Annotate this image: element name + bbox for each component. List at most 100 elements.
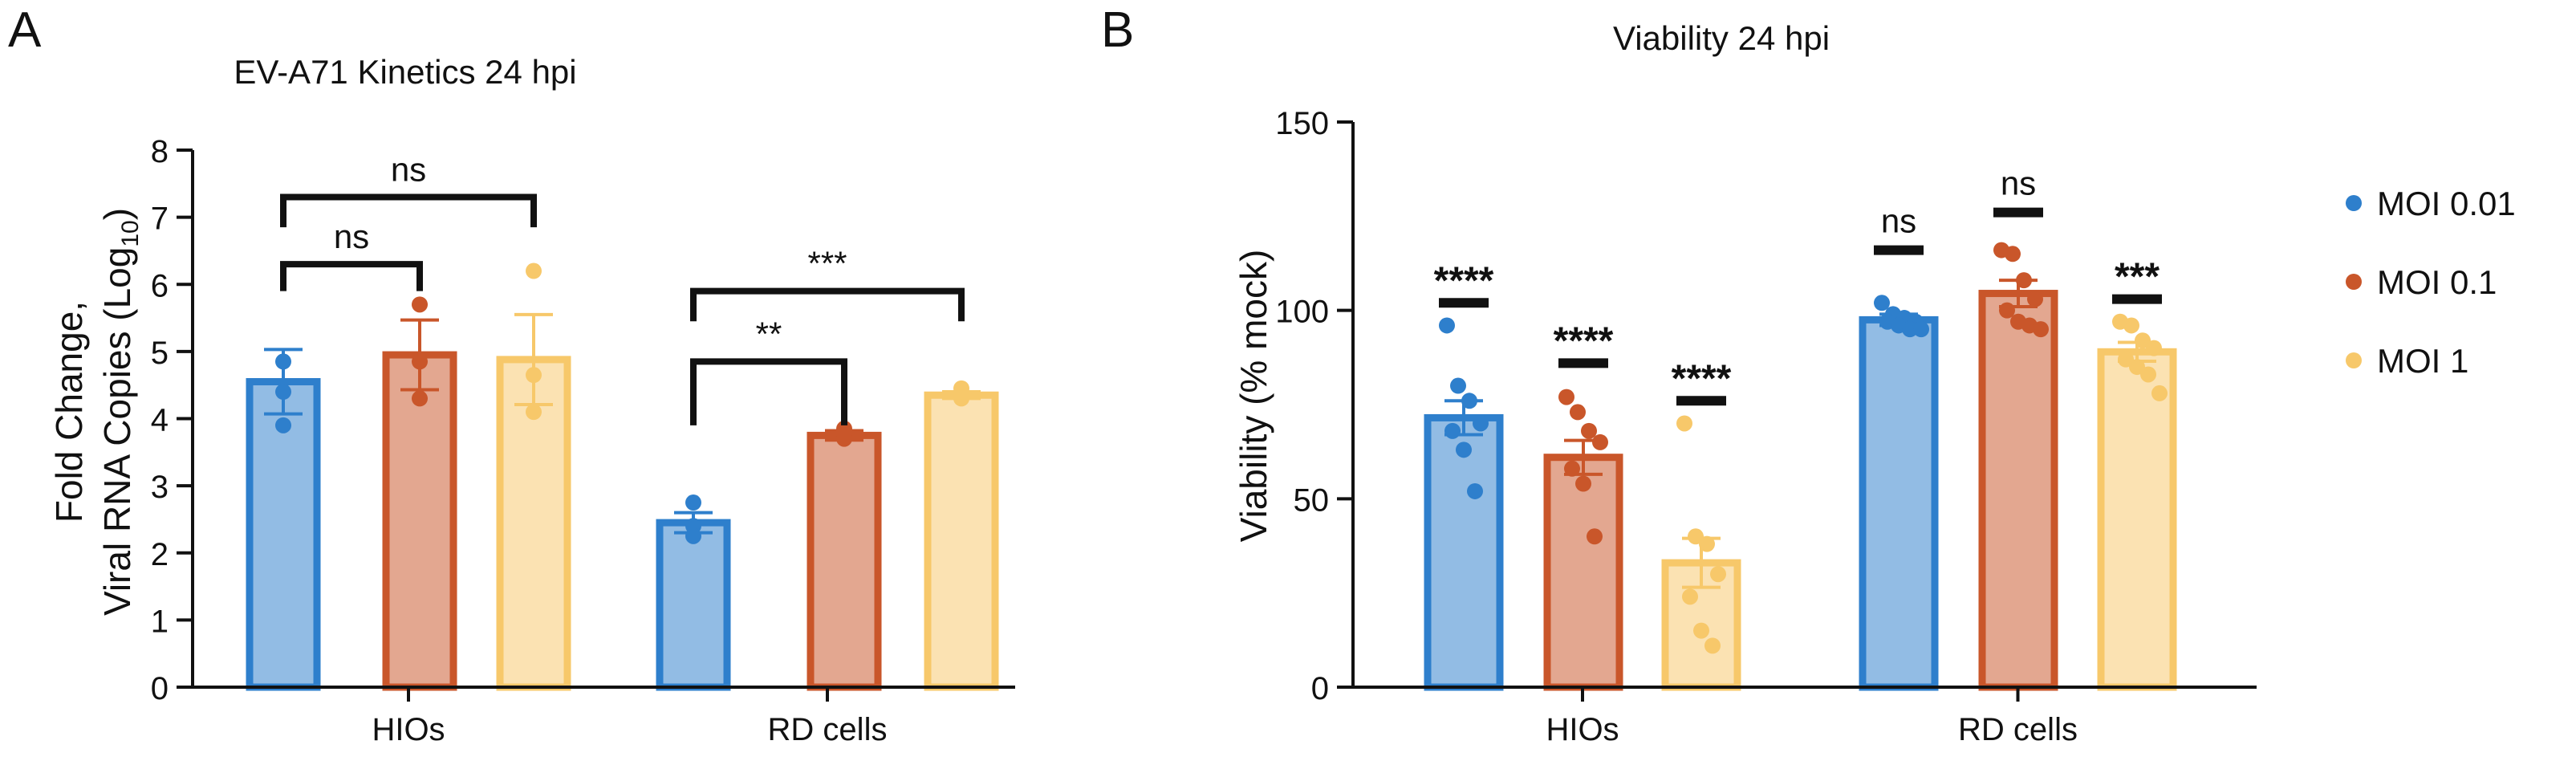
panel-a-data-point [412,390,428,407]
panel-a-ylabel-suffix: ) [96,208,138,220]
panel-b-data-point [1558,389,1574,405]
panel-a-significance-label: ns [391,151,426,189]
panel-a-data-point [526,367,542,384]
panel-b-data-point [1682,588,1698,605]
panel-a-significance-label: ** [756,315,782,352]
panel-b-data-point [1461,393,1477,409]
panel-a-y-tick-label: 7 [151,201,169,237]
panel-a-data-point [953,390,969,407]
panel-a-y-tick-label: 4 [151,403,169,438]
legend-label: MOI 0.01 [2377,185,2516,222]
panel-b-data-point [1693,622,1709,639]
panel-a-title: EV-A71 Kinetics 24 hpi [234,53,576,91]
panel-b-data-point [1913,321,1929,338]
panel-b-data-point [2118,351,2134,368]
panel-a-significance-label: *** [807,245,847,283]
panel-a-letter: A [8,2,42,58]
panel-b-data-point [1581,422,1597,439]
panel-a-ylabel-line2: Viral RNA Copies (Log10) [96,208,144,616]
panel-b-bar [1859,315,1939,691]
panel-b-y-tick-label: 50 [1294,482,1330,518]
panel-b-significance-label: ns [2001,165,2036,202]
panel-a-data-point [685,527,701,544]
panel-b-x-tick-label: RD cells [1958,712,2078,747]
panel-a-significance-bracket [280,261,423,291]
panel-b-significance-label: **** [1554,319,1614,362]
panel-a-y-tick-label: 5 [151,336,169,371]
panel-b-bar [1424,413,1504,691]
panel-a-data-point [685,494,701,511]
panel-b-data-point [1688,528,1704,545]
panel-b-significance-label: **** [1672,357,1732,400]
panel-b-data-point [1444,422,1461,439]
panel-b-significance-label: *** [2115,256,2160,299]
panel-b-data-point [1699,535,1715,552]
panel-a-data-point [526,262,542,279]
panel-b-data-point [1575,475,1591,492]
panel-b-y-tick-label: 0 [1311,671,1329,706]
panel-a-significance-bracket [280,193,537,228]
panel-a-data-point [275,384,291,401]
panel-b-data-point [1439,317,1455,334]
panel-b-legend: MOI 0.01 MOI 0.1 MOI 1 [2346,185,2516,380]
legend-marker [2346,352,2362,368]
panel-a-data-point [275,353,291,370]
panel-b-ylabel: Viability (% mock) [1233,250,1274,543]
panel-b-data-point [2027,291,2043,307]
panel-b-data-point [1587,528,1603,545]
panel-b-data-point [1710,566,1726,583]
panel-b-data-point [2033,321,2049,338]
panel-b-title: Viability 24 hpi [1613,19,1830,57]
panel-b-data-point [1704,637,1721,654]
panel-a-data-point [412,296,428,313]
panel-b-data-point [1902,321,1918,338]
panel-a-ylabel-line1: Fold Change, [48,301,90,523]
panel-b-plot: 0 50 100 150 HIOs RD cells **** **** **** ns ns *** [1275,106,2257,747]
legend-marker [2346,274,2362,290]
panel-b-significance-label: **** [1434,259,1494,302]
panel-b-data-point [2151,385,2168,401]
panel-a-data-point [526,404,542,421]
legend-label: MOI 1 [2377,342,2468,380]
panel-b-bar [1978,290,2058,691]
panel-b-data-point [1874,295,1890,311]
panel-a-y-tick-label: 3 [151,470,169,505]
panel-a-y-tick-label: 0 [151,671,169,706]
legend-label: MOI 0.1 [2377,263,2497,301]
panel-a-data-point [412,353,428,370]
panel-a-x-tick-label: HIOs [372,712,445,747]
panel-b-data-point [2129,359,2145,376]
panel-b-bar [2097,348,2177,691]
panel-a-data-point [836,430,852,447]
panel-a-bar [807,431,882,691]
panel-b-data-point [2005,246,2021,262]
panel-b-data-point [2016,272,2032,289]
panel-a-significance-bracket [690,287,965,322]
panel-a-y-tick-label: 2 [151,537,169,572]
panel-a-bar [656,519,731,691]
panel-b-y-tick-label: 150 [1275,106,1329,141]
panel-b-significance-label: ns [1881,202,1916,240]
panel-a-significance-label: ns [334,218,369,255]
panel-b-y-tick-label: 100 [1275,295,1329,330]
panel-a-ylabel-subscript: 10 [117,220,144,246]
panel-a-x-tick-label: RD cells [768,712,888,747]
panel-b-letter: B [1101,2,1134,58]
panel-b-bar [1543,454,1623,691]
panel-b-data-point [2135,332,2151,349]
panel-a-y-tick-label: 1 [151,604,169,639]
legend-marker [2346,195,2362,211]
panel-a-y-tick-label: 6 [151,268,169,303]
panel-a-y-tick-label: 8 [151,134,169,169]
panel-a-data-point [275,417,291,433]
panel-b-data-point [1570,404,1586,421]
panel-a-significance-bracket [690,358,847,425]
panel-b-data-point [1676,415,1692,432]
panel-b-data-point [1450,377,1466,394]
panel-b-data-point [1564,460,1580,477]
panel-b-data-point [1592,433,1608,450]
panel-a-bar [924,391,999,691]
panel-b-data-point [2146,340,2162,356]
panel-b-data-point [2123,317,2139,334]
